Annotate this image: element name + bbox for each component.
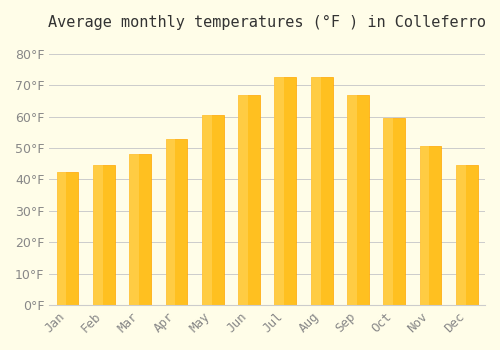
Bar <box>347 94 369 305</box>
Bar <box>310 77 320 305</box>
Bar <box>166 139 175 305</box>
Bar <box>274 77 296 305</box>
Bar <box>129 154 151 305</box>
Bar <box>93 165 102 305</box>
Bar <box>93 165 114 305</box>
Bar <box>238 94 248 305</box>
Bar <box>456 165 477 305</box>
Bar <box>347 94 357 305</box>
Bar <box>238 94 260 305</box>
Bar <box>384 118 405 305</box>
Bar <box>202 115 211 305</box>
Bar <box>129 154 139 305</box>
Bar <box>456 165 466 305</box>
Bar <box>384 118 393 305</box>
Bar <box>202 115 224 305</box>
Bar <box>420 146 442 305</box>
Title: Average monthly temperatures (°F ) in Colleferro: Average monthly temperatures (°F ) in Co… <box>48 15 486 30</box>
Bar <box>166 139 188 305</box>
Bar <box>56 172 66 305</box>
Bar <box>420 146 430 305</box>
Bar <box>56 172 78 305</box>
Bar <box>310 77 332 305</box>
Bar <box>274 77 284 305</box>
